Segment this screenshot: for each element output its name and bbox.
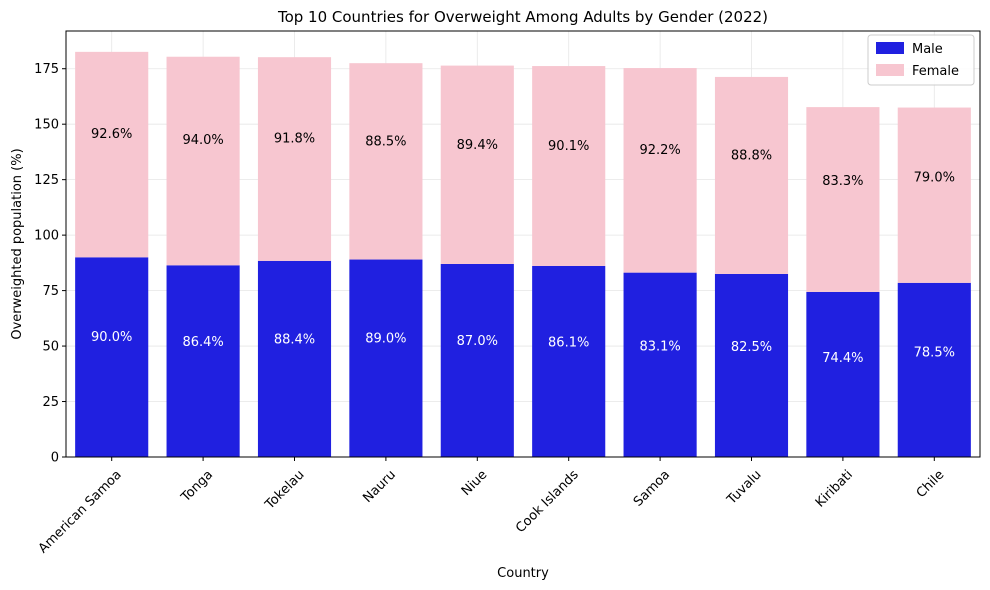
x-tick-label: Nauru [360,467,399,506]
y-tick-label: 25 [42,395,59,410]
data-label-male: 74.4% [822,351,863,366]
legend-swatch-male [876,42,904,54]
bar-male [166,265,240,457]
data-label-female: 88.8% [731,149,772,164]
x-tick-label: Tokelau [262,467,308,513]
bar-male [532,265,606,457]
bar-male [714,273,789,457]
y-axis-label: Overweighted population (%) [10,148,25,339]
legend: Male Female [867,34,975,86]
x-tick-label: Chile [914,467,948,501]
data-label-male: 88.4% [274,332,315,347]
legend-label-male: Male [912,42,943,57]
bar-male [349,259,423,457]
data-label-male: 89.0% [365,332,406,347]
data-label-male: 83.1% [639,339,680,354]
data-label-male: 87.0% [457,334,498,349]
bar-male [257,260,332,457]
y-axis: 0 25 50 75 100 125 150 175 [34,62,66,466]
bar-male [440,263,514,457]
data-label-female: 90.1% [548,139,589,154]
plot-frame [65,30,981,458]
x-axis-label: Country [497,566,549,581]
data-labels-group: 90.0% 92.6% 86.4% 94.0% 88.4% 91.8% 89.0% 88.5%… [91,127,955,366]
bar-male [623,272,697,457]
x-tick-label: Kiribati [813,467,856,510]
bar-female [257,57,332,261]
bar-female [806,107,880,292]
bar-female [440,65,514,264]
y-tick-label: 75 [42,284,59,299]
bar-female [623,68,697,273]
data-label-female: 83.3% [822,174,863,189]
data-label-male: 90.0% [91,330,132,345]
data-label-male: 86.4% [182,335,223,350]
data-label-female: 91.8% [274,132,315,147]
y-tick-label: 125 [34,173,59,188]
x-tick-label: Tonga [178,467,216,505]
data-label-female: 92.2% [639,143,680,158]
y-tick-label: 100 [34,229,59,244]
x-axis: American Samoa Tonga Tokelau Nauru Niue Cook … [36,457,948,556]
bar-female [532,66,606,266]
x-tick-label: Niue [459,467,491,499]
bar-female [75,51,149,258]
y-tick-label: 175 [34,62,59,77]
bar-female [714,76,789,274]
y-tick-label: 0 [51,451,59,466]
bars-group [75,51,971,457]
chart-title: Top 10 Countries for Overweight Among Ad… [277,8,768,26]
x-tick-label: Samoa [631,467,673,509]
data-label-female: 89.4% [457,138,498,153]
x-tick-label: Tuvalu [724,467,765,508]
data-label-female: 94.0% [182,133,223,148]
legend-label-female: Female [912,64,959,79]
data-label-male: 82.5% [731,340,772,355]
y-tick-label: 150 [34,118,59,133]
bar-female [897,107,971,283]
bar-male [75,257,149,457]
data-label-male: 78.5% [914,345,955,360]
data-label-female: 92.6% [91,127,132,142]
data-label-male: 86.1% [548,335,589,350]
x-tick-label: Cook Islands [513,467,582,536]
data-label-female: 79.0% [914,171,955,186]
bar-male [806,291,880,457]
legend-swatch-female [876,64,904,76]
data-label-female: 88.5% [365,135,406,150]
x-tick-label: American Samoa [36,467,125,556]
bar-female [349,63,423,260]
bar-male [897,282,971,457]
y-tick-label: 50 [42,340,59,355]
bar-female [166,56,240,266]
